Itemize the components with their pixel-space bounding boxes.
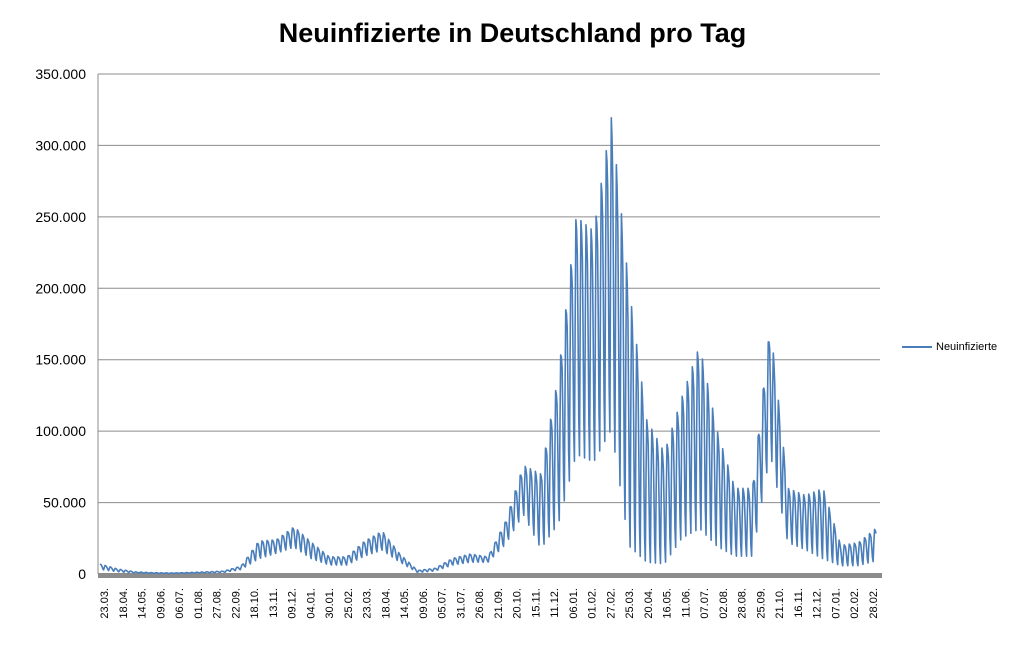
x-tick-label: 09.06.	[418, 588, 430, 619]
x-tick-label: 18.10.	[249, 588, 261, 619]
series-layer	[99, 117, 877, 575]
x-tick-label: 23.03.	[362, 588, 374, 619]
x-tick-label: 20.04.	[643, 588, 655, 619]
x-tick-label: 05.07.	[437, 588, 449, 619]
x-tick-label: 21.10.	[774, 588, 786, 619]
x-tick-label: 11.06.	[680, 588, 692, 618]
x-tick-label: 27.02.	[605, 588, 617, 619]
x-tick-label: 13.11.	[268, 588, 280, 618]
x-tick-label: 20.10.	[512, 588, 524, 619]
y-tick-label: 50.000	[43, 495, 86, 511]
x-tick-label: 25.02.	[343, 588, 355, 619]
x-tick-label: 18.04.	[380, 588, 392, 619]
y-tick-label: 250.000	[35, 209, 86, 225]
x-tick-label: 09.06.	[155, 588, 167, 619]
x-tick-label: 28.02.	[868, 588, 880, 619]
x-tick-label: 09.12.	[287, 588, 299, 619]
y-tick-label: 200.000	[35, 280, 86, 296]
x-tick-label: 25.03.	[624, 588, 636, 619]
x-tick-label: 01.02.	[587, 588, 599, 619]
x-tick-label: 30.01.	[324, 588, 336, 619]
x-tick-label: 11.12.	[549, 588, 561, 618]
x-tick-label: 01.08.	[193, 588, 205, 619]
x-axis-line	[98, 573, 882, 578]
y-tick-label: 150.000	[35, 352, 86, 368]
x-tick-label: 23.03.	[99, 588, 111, 619]
x-tick-label: 15.11.	[530, 588, 542, 618]
legend-label: Neuinfizierte	[936, 341, 998, 353]
x-tick-label: 27.08.	[212, 588, 224, 619]
x-tick-label: 14.05.	[137, 588, 149, 619]
x-tick-label: 31.07.	[455, 588, 467, 619]
legend-swatch	[902, 346, 932, 348]
x-tick-label: 18.04.	[118, 588, 130, 619]
legend: Neuinfizierte	[902, 341, 997, 353]
x-tick-label: 16.11.	[793, 588, 805, 618]
x-tick-label: 28.08.	[737, 588, 749, 619]
x-tick-label: 02.08.	[718, 588, 730, 619]
gridlines	[98, 73, 880, 504]
x-tick-label: 06.01.	[568, 588, 580, 619]
x-tick-label: 06.07.	[174, 588, 186, 619]
x-tick-label: 07.07.	[699, 588, 711, 619]
y-tick-label: 100.000	[35, 423, 86, 439]
x-tick-label: 16.05.	[662, 588, 674, 619]
axes	[97, 74, 882, 578]
x-tick-label: 21.09.	[493, 588, 505, 619]
x-tick-label: 02.02.	[849, 588, 861, 619]
x-tick-label: 26.08.	[474, 588, 486, 619]
x-tick-label: 12.12.	[812, 588, 824, 619]
x-tick-labels: 23.03. 18.04. 14.05. 09.06. 06.07. 01.08. 27.0…	[99, 588, 880, 619]
x-tick-label: 04.01.	[305, 588, 317, 619]
y-tick-label: 300.000	[35, 137, 86, 153]
series-line-neuinfizierte	[99, 117, 877, 575]
y-tick-label: 350.000	[35, 66, 86, 82]
x-tick-label: 22.09.	[230, 588, 242, 619]
chart-title: Neuinfizierte in Deutschland pro Tag	[278, 18, 747, 48]
x-tick-label: 25.09.	[755, 588, 767, 619]
x-tick-label: 14.05.	[399, 588, 411, 619]
x-tick-label: 07.01.	[830, 588, 842, 619]
y-tick-labels: 0 50.000 100.000 150.000 200.000 250.000 300.0…	[35, 66, 86, 582]
y-tick-label: 0	[78, 566, 86, 582]
